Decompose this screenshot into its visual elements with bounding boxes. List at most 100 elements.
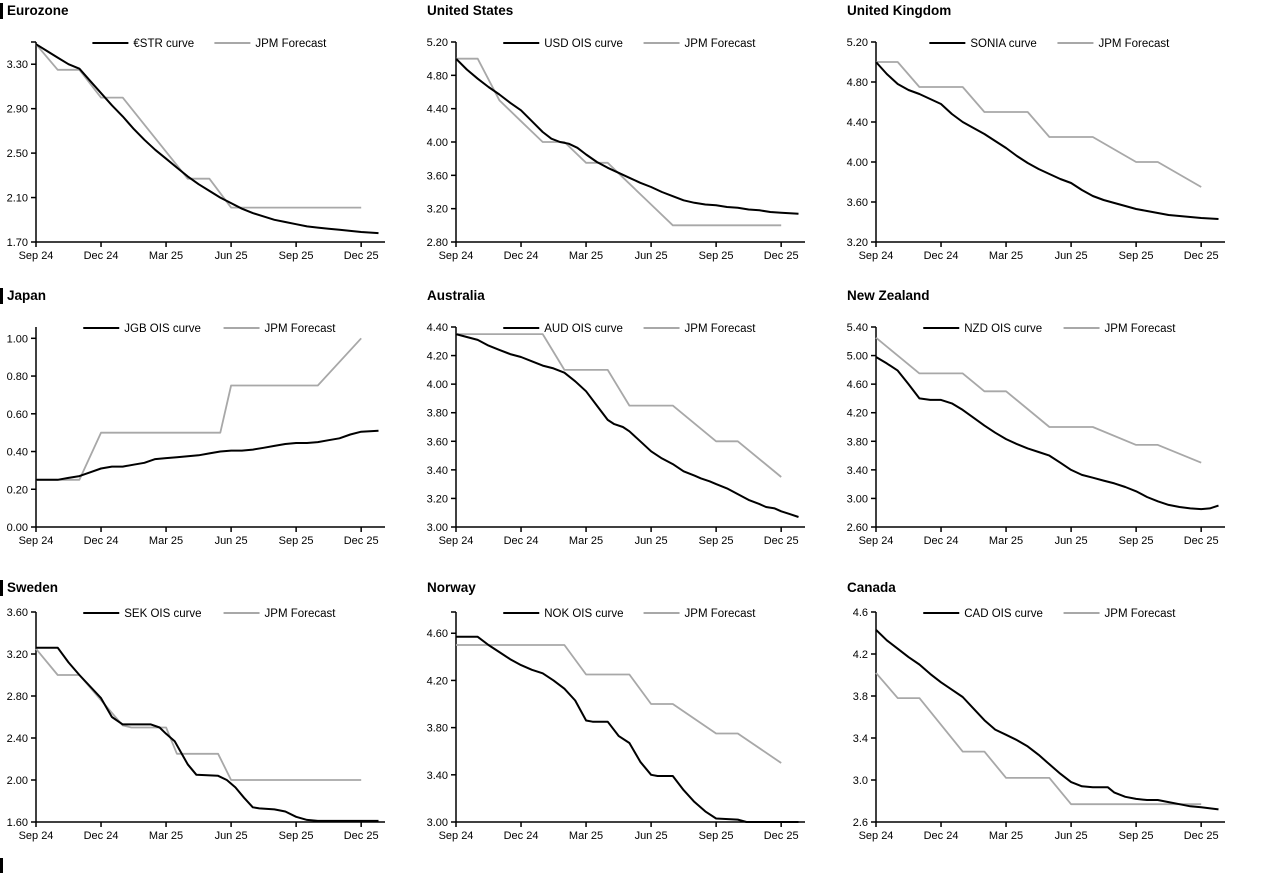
y-tick-label: 4.00 <box>427 379 448 391</box>
chart-eurozone: Eurozone 1.70 2.10 2.50 2.90 3.30 Sep 24 Dec 24… <box>0 3 385 262</box>
axes <box>871 326 1225 532</box>
y-tick-label: 5.20 <box>427 37 448 49</box>
legend: JGB OIS curve JPM Forecast <box>83 323 336 335</box>
x-tick-label: Sep 25 <box>1119 830 1154 842</box>
ois-line <box>455 333 799 518</box>
x-tick-label: Dec 25 <box>1184 250 1219 262</box>
x-tick-label: Mar 25 <box>569 535 603 547</box>
chart-title: Sweden <box>7 580 58 595</box>
x-tick-label: Sep 24 <box>859 250 894 262</box>
axes <box>871 611 1225 827</box>
y-tick-label: 3.40 <box>847 465 868 477</box>
chart-australia: Australia 3.00 3.20 3.40 3.60 3.80 4.00 4.20 4.4… <box>427 288 805 547</box>
ois-line <box>36 429 379 481</box>
y-tick-label: 3.30 <box>7 59 28 71</box>
chart-panel-united-states: United States 2.80 3.20 3.60 4.00 4.40 4.80 5.2… <box>420 0 840 285</box>
y-tick-label: 4.60 <box>847 379 868 391</box>
x-tick-label: Sep 24 <box>439 830 474 842</box>
axes <box>871 41 1225 247</box>
x-tick-label: Sep 24 <box>439 535 474 547</box>
x-tick-label: Sep 24 <box>19 535 54 547</box>
legend-ois-label: SONIA curve <box>970 38 1036 50</box>
chart-title: Eurozone <box>7 3 69 18</box>
legend-ois-label: NOK OIS curve <box>544 608 623 620</box>
x-tick-label: Dec 25 <box>344 250 379 262</box>
x-tick-label: Sep 25 <box>279 535 314 547</box>
x-tick-label: Mar 25 <box>989 830 1023 842</box>
x-tick-label: Dec 25 <box>344 535 379 547</box>
forecast-line <box>36 337 362 481</box>
x-tick-label: Dec 24 <box>924 250 959 262</box>
x-tick-label: Jun 25 <box>1055 250 1088 262</box>
x-tick-label: Sep 25 <box>279 830 314 842</box>
legend-forecast-label: JPM Forecast <box>685 323 757 335</box>
x-tick-label: Sep 24 <box>19 830 54 842</box>
y-tick-label: 3.40 <box>427 770 448 782</box>
x-tick-label: Mar 25 <box>569 250 603 262</box>
axes <box>31 327 385 532</box>
section-bar <box>0 3 3 19</box>
x-tick-label: Sep 24 <box>859 535 894 547</box>
chart-title: United States <box>427 3 513 18</box>
y-tick-label: 1.70 <box>7 237 28 249</box>
x-tick-label: Dec 24 <box>84 535 119 547</box>
legend-ois-label: €STR curve <box>133 38 194 50</box>
x-tick-label: Mar 25 <box>989 535 1023 547</box>
axes <box>31 41 385 247</box>
y-tick-label: 4.20 <box>427 351 448 363</box>
chart-norway: Norway 3.00 3.40 3.80 4.20 4.60 Sep 24 Dec 24 Ma… <box>427 580 805 842</box>
y-tick-label: 5.00 <box>847 351 868 363</box>
y-tick-label: 3.80 <box>847 436 868 448</box>
chart-title: Australia <box>427 288 485 303</box>
x-tick-label: Jun 25 <box>215 250 248 262</box>
chart-panel-united-kingdom: United Kingdom 3.20 3.60 4.00 4.40 4.80 5.20 Se… <box>840 0 1264 285</box>
legend-forecast-label: JPM Forecast <box>265 323 337 335</box>
forecast-line <box>875 672 1202 806</box>
x-tick-label: Dec 24 <box>504 830 539 842</box>
x-tick-label: Sep 25 <box>1119 535 1154 547</box>
forecast-line <box>35 43 362 209</box>
chart-new-zealand: New Zealand 2.60 3.00 3.40 3.80 4.20 4.60 5.00 5… <box>847 288 1225 547</box>
y-tick-label: 2.90 <box>7 104 28 116</box>
y-tick-label: 3.60 <box>7 607 28 619</box>
ois-line <box>36 646 379 822</box>
x-tick-label: Dec 25 <box>764 535 799 547</box>
chart-japan: Japan 0.00 0.20 0.40 0.60 0.80 1.00 Sep 24 Dec 2… <box>0 288 385 547</box>
chart-title: Norway <box>427 580 476 595</box>
y-tick-label: 2.50 <box>7 148 28 160</box>
x-tick-label: Sep 25 <box>699 535 734 547</box>
y-tick-label: 3.40 <box>427 465 448 477</box>
axes <box>451 326 805 532</box>
y-tick-label: 3.20 <box>427 204 448 216</box>
y-tick-label: 3.80 <box>427 408 448 420</box>
legend: NOK OIS curve JPM Forecast <box>503 608 756 620</box>
forecast-line <box>456 333 782 478</box>
y-tick-label: 3.60 <box>847 197 868 209</box>
y-tick-label: 4.60 <box>427 628 448 640</box>
x-tick-label: Sep 24 <box>859 830 894 842</box>
x-tick-label: Dec 25 <box>344 830 379 842</box>
y-tick-label: 3.80 <box>427 723 448 735</box>
legend-forecast-label: JPM Forecast <box>1098 38 1170 50</box>
legend-forecast-label: JPM Forecast <box>685 38 757 50</box>
y-tick-label: 3.8 <box>853 691 868 703</box>
axes <box>31 611 385 827</box>
ois-line <box>35 43 379 235</box>
chart-united-states: United States 2.80 3.20 3.60 4.00 4.40 4.80 5.2… <box>427 3 805 262</box>
legend-forecast-label: JPM Forecast <box>255 38 327 50</box>
x-tick-label: Dec 24 <box>924 535 959 547</box>
section-bar <box>0 580 3 596</box>
chart-panel-new-zealand: New Zealand 2.60 3.00 3.40 3.80 4.20 4.60 5.00 5… <box>840 285 1264 570</box>
y-tick-label: 2.60 <box>847 522 868 534</box>
legend-forecast-label: JPM Forecast <box>1105 608 1177 620</box>
chart-united-kingdom: United Kingdom 3.20 3.60 4.00 4.40 4.80 5.20 Se… <box>847 3 1225 262</box>
y-tick-label: 4.6 <box>853 607 868 619</box>
y-tick-label: 4.40 <box>847 117 868 129</box>
chart-panel-australia: Australia 3.00 3.20 3.40 3.60 3.80 4.00 4.20 4.4… <box>420 285 840 570</box>
legend: SEK OIS curve JPM Forecast <box>83 608 336 620</box>
y-tick-label: 2.80 <box>427 237 448 249</box>
y-tick-label: 2.80 <box>7 691 28 703</box>
legend: AUD OIS curve JPM Forecast <box>503 323 756 335</box>
legend-ois-label: USD OIS curve <box>544 38 623 50</box>
